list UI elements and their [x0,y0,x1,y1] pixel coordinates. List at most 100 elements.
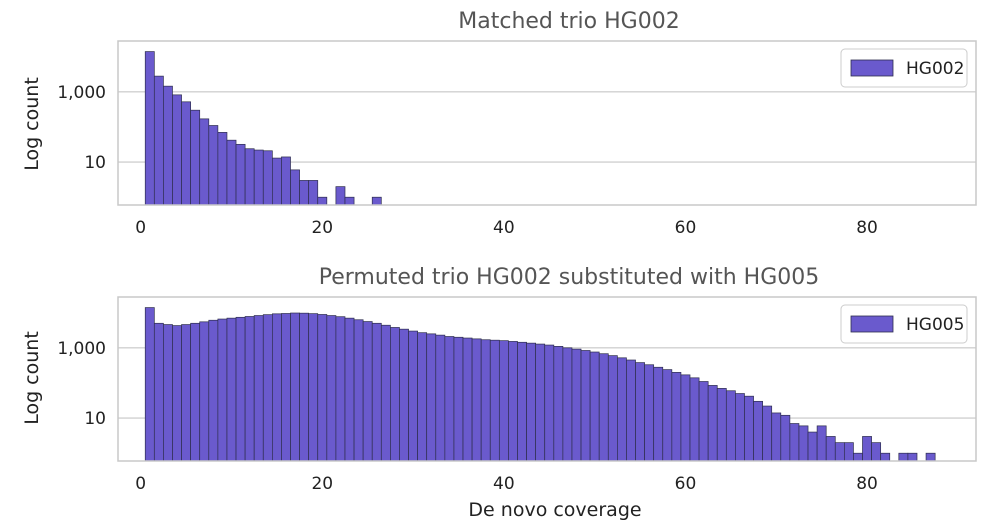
histogram-bar [907,452,918,462]
x-tick-label: 60 [675,218,697,238]
histogram-bar [480,339,491,462]
histogram-bar [617,357,627,462]
y-tick-labels: 10 1,000 [57,339,106,429]
histogram-bar [317,196,328,206]
histogram-bar [153,322,164,462]
histogram-bar [399,328,409,462]
histogram-bar [217,318,228,462]
histogram-bar [435,334,446,462]
histogram-bar [144,307,155,462]
histogram-bar [353,319,364,462]
chart-title: Permuted trio HG002 substituted with HG0… [319,265,820,290]
histogram-bar [271,157,282,206]
histogram-bar [444,336,455,462]
x-tick-label: 80 [856,474,878,494]
histogram-bar [498,340,509,462]
legend: HG005 [840,304,968,344]
legend-swatch [850,315,894,333]
histogram-bar [843,442,854,462]
histogram-bar [744,395,754,462]
histogram-bar [462,337,473,462]
y-tick-label: 10 [84,153,106,173]
histogram-bar [235,316,246,462]
y-tick-label: 10 [84,409,106,429]
histogram-bar [172,94,182,206]
histogram-bar [834,442,845,462]
histogram-bar [644,364,655,462]
histogram-bar [807,431,818,462]
plot-frame [117,296,977,462]
legend-swatch [850,59,894,77]
histogram-bar [244,148,255,206]
histogram-bar [671,372,682,462]
histogram-bar [753,400,763,462]
chart-panel-matched: Matched trio HG002 0 20 40 60 80 10 1,000 Log… [21,9,977,238]
histogram-bar [199,321,210,462]
histogram-bar [553,346,564,462]
histogram-bar [235,143,246,206]
histogram-bar [281,313,291,462]
histogram-bar [780,414,791,462]
histogram-bar [163,324,173,462]
histogram-bar [344,196,355,206]
histogram-bar [607,355,618,462]
histogram-bar [662,369,673,462]
histogram-bar [789,423,800,462]
histogram-bar [453,336,464,462]
legend-box [840,304,968,344]
x-tick-label: 20 [311,474,333,494]
histogram-bar [798,425,809,462]
histogram-bar [208,125,219,206]
histogram-bar [871,442,882,462]
histogram-bar [680,374,691,462]
histogram-bar [344,317,355,462]
bars [144,51,382,206]
histogram-bar [517,341,527,462]
histogram-bar [199,118,210,206]
histogram-bar [281,156,291,206]
legend-label: HG002 [906,59,964,79]
histogram-bar [299,312,310,462]
y-axis-label: Log count [21,77,43,171]
histogram-bar [371,196,382,206]
histogram-bar [716,388,727,462]
histogram-bar [190,109,201,206]
histogram-bar [253,149,264,206]
histogram-bar [635,362,645,462]
histogram-bar [290,312,300,462]
histogram-bar [689,377,700,462]
histogram-bar [571,348,582,462]
histogram-bar [771,412,782,462]
histogram-bar [562,347,573,462]
x-axis-label: De novo coverage [468,499,641,521]
legend: HG002 [840,48,968,88]
y-axis-label: Log count [21,331,43,425]
histogram-bar [762,405,773,462]
histogram-bar [735,393,745,462]
histogram-bar [217,132,228,206]
histogram-bar [271,313,282,462]
histogram-bar [862,436,872,462]
histogram-bar [707,385,718,462]
histogram-bar [371,322,382,462]
histogram-bar [226,317,237,462]
histogram-bar [335,316,346,462]
histogram-bar [317,314,328,462]
histogram-bar [308,180,319,206]
histogram-bar [362,321,373,462]
histogram-bar [816,425,827,462]
chart-title: Matched trio HG002 [458,9,679,34]
histogram-bar [526,342,537,462]
chart-panel-permuted: Permuted trio HG002 substituted with HG0… [21,265,977,521]
y-tick-labels: 10 1,000 [57,83,106,173]
histogram-bar [308,313,319,462]
histogram-bar [426,333,437,462]
histogram-bar [208,319,219,462]
x-tick-label: 0 [135,474,146,494]
histogram-bar [589,351,600,462]
histogram-bar [335,186,346,206]
histogram-bar [925,452,936,462]
histogram-bar [153,75,164,206]
histogram-bar [326,315,337,462]
bars [144,307,936,462]
